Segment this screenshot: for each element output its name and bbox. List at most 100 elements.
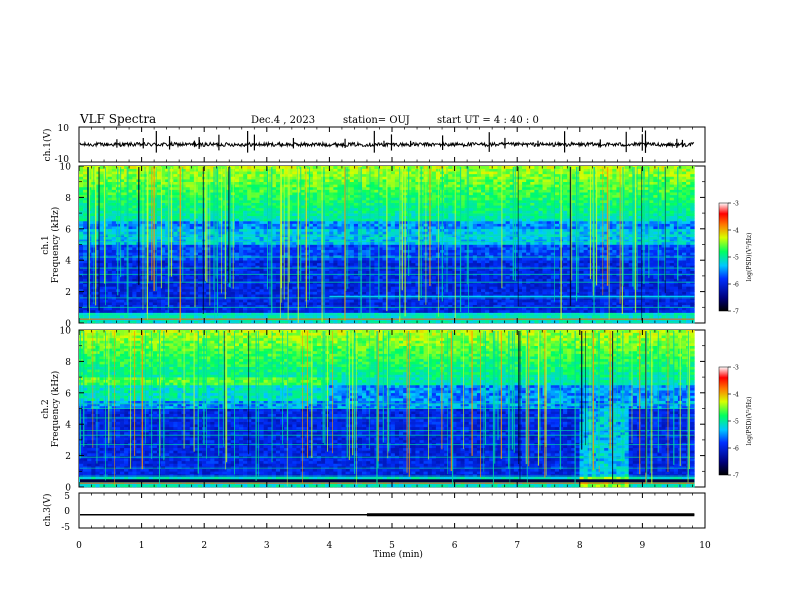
spectrogram-cell [624, 241, 630, 245]
spectrogram-cell [550, 244, 556, 248]
spectrogram-cell [329, 320, 334, 324]
spectrogram-cell [534, 257, 539, 261]
spectrogram-cell [571, 275, 576, 279]
spectrogram-cell [538, 268, 543, 271]
spectrogram-cell [661, 257, 666, 261]
spectrogram-cell [185, 320, 191, 324]
spectrogram-cell [251, 294, 256, 298]
spectrogram-cell [193, 254, 199, 258]
spectrogram-cell [238, 254, 244, 258]
spectrogram-cell [79, 294, 84, 298]
spectrogram-cell [214, 262, 219, 266]
spectrogram-cell [517, 257, 523, 261]
spectrogram-cell [649, 262, 654, 266]
spectrogram-cell [509, 283, 515, 287]
spectrogram-cell [111, 286, 117, 290]
spectrogram-cell [341, 288, 346, 292]
spectrogram-cell [275, 236, 281, 240]
spectrogram-cell [329, 265, 334, 269]
spectrogram-cell [390, 252, 396, 256]
spectrogram-cell [226, 291, 232, 295]
spectrogram-cell [210, 309, 215, 313]
spectrogram-cell [185, 302, 191, 305]
spectrogram-cell [255, 294, 260, 298]
spectrogram-cell [271, 302, 277, 305]
spectrogram-cell [382, 270, 387, 274]
spectrogram-cell [616, 291, 621, 295]
spectrogram-cell [485, 312, 490, 316]
spectrogram-cell [218, 247, 223, 251]
spectrogram-cell [189, 283, 195, 287]
spectrogram-cell [472, 241, 478, 245]
spectrogram-cell [407, 268, 412, 271]
spectrogram-cell [686, 294, 691, 298]
spectrogram-cell [604, 270, 609, 274]
spectrogram-cell [579, 294, 584, 298]
spectrogram-cell [657, 312, 662, 316]
spectrogram-cell [288, 299, 293, 303]
spectrogram-cell [653, 286, 658, 290]
spectrogram-cell [333, 296, 338, 300]
spectrogram-cell [189, 302, 195, 305]
spectrogram-cell [197, 288, 203, 292]
spectrogram-cell [649, 291, 654, 295]
spectrogram-cell [333, 291, 338, 295]
spectrogram-cell [341, 294, 346, 298]
spectrogram-cell [587, 286, 593, 290]
spectrogram-cell [501, 252, 506, 256]
spectrogram-cell [554, 307, 560, 311]
spectrogram-cell [234, 299, 240, 303]
spectrogram-cell [308, 244, 314, 248]
spectrogram-cell [111, 239, 117, 243]
spectrogram-cell [275, 273, 281, 277]
spectrogram-cell [238, 315, 244, 319]
spectrogram-cell [468, 241, 474, 245]
start-time-label: start UT = 4 : 40 : 0 [437, 115, 539, 126]
spectrogram-cell [497, 268, 502, 271]
spectrogram-cell [489, 262, 494, 266]
spectrogram-cell [456, 281, 461, 285]
spectrogram-cell [366, 265, 371, 269]
spectrogram-cell [341, 309, 346, 313]
spectrogram-cell [682, 315, 687, 319]
spectrogram-cell [657, 286, 662, 290]
spectrogram-cell [362, 265, 367, 269]
spectrogram-cell [263, 291, 269, 295]
spectrogram-cell [226, 286, 232, 290]
spectrogram-cell [124, 273, 129, 277]
spectrogram-cell [148, 257, 154, 261]
spectrogram-cell [95, 234, 100, 237]
spectrogram-cell [686, 249, 691, 253]
spectrogram-cell [444, 273, 449, 277]
spectrogram-cell [185, 286, 191, 290]
spectrogram-cell [353, 291, 359, 295]
spectrogram-cell [546, 304, 552, 308]
spectrogram-cell [337, 273, 342, 277]
spectrogram-cell [370, 275, 375, 279]
spectrogram-cell [284, 254, 289, 258]
spectrogram-cell [308, 312, 314, 316]
spectrogram-cell [690, 241, 695, 245]
spectrogram-cell [645, 247, 650, 251]
spectrogram-cell [321, 254, 326, 258]
spectrogram-cell [132, 296, 137, 300]
spectrogram-cell [152, 307, 158, 311]
spectrogram-cell [316, 302, 322, 305]
spectrogram-cell [202, 278, 207, 282]
spectrogram-cell [386, 299, 392, 303]
spectrogram-cell [579, 288, 584, 292]
spectrogram-cell [247, 249, 252, 253]
spectrogram-cell [124, 299, 129, 303]
spectrogram-cell [333, 265, 338, 269]
spectrogram-cell [448, 239, 453, 243]
spectrogram-cell [148, 252, 154, 256]
spectrogram-cell [238, 302, 244, 305]
spectrogram-cell [173, 299, 178, 303]
spectrogram-cell [333, 320, 338, 324]
spectrogram-cell [169, 302, 174, 305]
spectrogram-cell [243, 299, 248, 303]
spectrogram-cell [280, 262, 285, 266]
spectrogram-cell [485, 283, 490, 287]
spectrogram-cell [378, 286, 383, 290]
spectrogram-cell [415, 241, 420, 245]
